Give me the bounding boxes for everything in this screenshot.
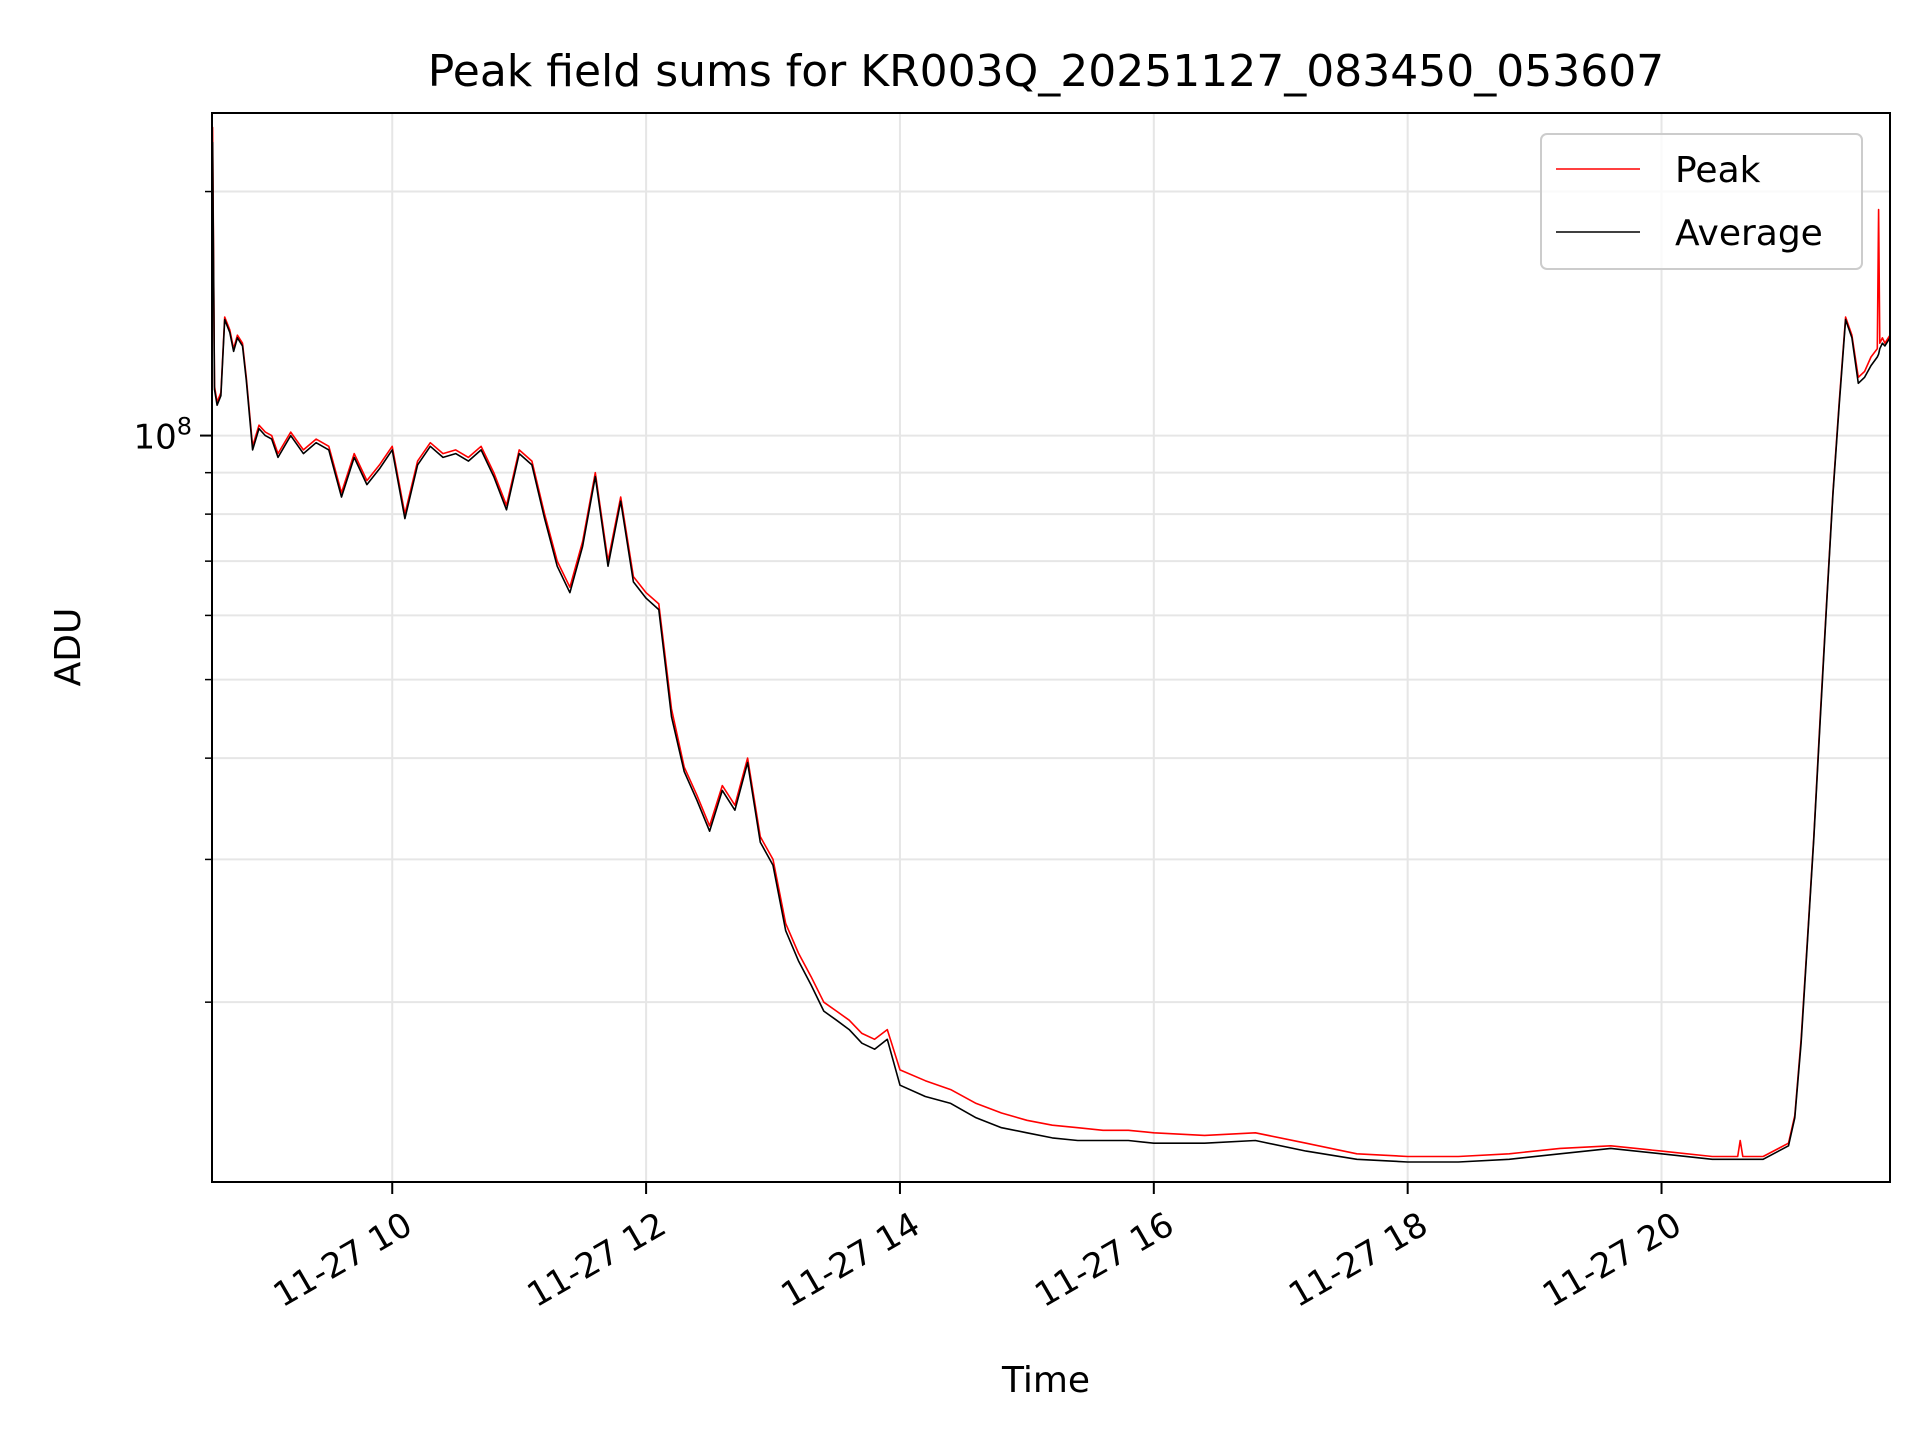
series-line-average	[212, 141, 1890, 1163]
y-tick-label-exponent: 8	[177, 413, 192, 441]
legend-label-peak: Peak	[1675, 150, 1761, 191]
chart-title: Peak field sums for KR003Q_20251127_0834…	[428, 46, 1664, 97]
series-group	[212, 126, 1890, 1163]
legend-label-average: Average	[1675, 213, 1823, 254]
plot-frame	[211, 112, 1891, 1183]
y-tick-label-base: 10	[133, 418, 176, 458]
legend: Peak Average	[1540, 133, 1863, 270]
y-axis-label: ADU	[48, 608, 89, 687]
legend-box	[1540, 133, 1863, 270]
y-tick-label: 108	[133, 413, 192, 458]
x-axis-label: Time	[1001, 1360, 1090, 1401]
grid	[212, 113, 1890, 1182]
